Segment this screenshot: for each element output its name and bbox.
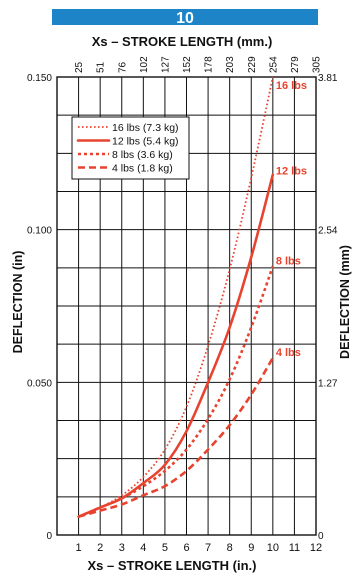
legend: 16 lbs (7.3 kg) 12 lbs (5.4 kg)8 lbs (3.6… — [71, 116, 190, 180]
x-tick-label: 8 — [227, 542, 233, 554]
x-top-tick-label: 254 — [268, 56, 279, 73]
x-top-tick-label: 279 — [290, 56, 301, 73]
legend-entry: 4 lbs (1.8 kg) — [112, 163, 173, 175]
x-tick-label: 4 — [140, 542, 146, 554]
series-lines — [77, 76, 275, 518]
x-tick-label: 1 — [76, 542, 82, 554]
x-top-tick-label: 152 — [182, 56, 193, 73]
y-axis-title: DEFLECTION (in) — [11, 251, 25, 354]
x-tick-label: 10 — [267, 542, 279, 554]
x-top-tick-label: 305 — [312, 56, 323, 73]
series-end-label: 16 lbs — [276, 80, 307, 92]
x-top-tick-label: 51 — [96, 61, 107, 73]
series-line — [78, 76, 274, 518]
chart-title: Xs – STROKE LENGTH (mm.) — [92, 34, 273, 49]
x-top-tick-label: 178 — [204, 56, 215, 73]
y-right-tick-label: 3.81 — [318, 73, 338, 84]
x-axis-title: Xs – STROKE LENGTH (in.) — [87, 558, 256, 573]
legend-entry: 8 lbs (3.6 kg) — [112, 149, 173, 161]
series-end-label: 8 lbs — [276, 255, 301, 267]
figure-badge — [52, 9, 318, 25]
x-tick-label: 5 — [162, 542, 168, 554]
y-tick-label: 0.100 — [27, 226, 52, 237]
x-top-tick-label: 127 — [160, 56, 171, 73]
x-tick-label: 3 — [119, 542, 125, 554]
plot-frame — [56, 76, 317, 536]
x-top-tick-label: 229 — [247, 56, 258, 73]
x-tick-label: 6 — [183, 542, 189, 554]
x-top-tick-label: 102 — [139, 56, 150, 73]
y-right-tick-label: 0 — [318, 531, 324, 542]
x-tick-label: 2 — [97, 542, 103, 554]
y-right-tick-label: 1.27 — [318, 378, 338, 389]
x-tick-label: 12 — [310, 542, 322, 554]
x-tick-label: 7 — [205, 542, 211, 554]
series-end-labels: 16 lbs 12 lbs 8 lbs 4 lbs — [276, 80, 307, 359]
series-line — [78, 265, 275, 518]
y-axis-right-title: DEFLECTION (mm) — [338, 245, 352, 359]
plot-grid — [56, 76, 317, 536]
series-end-label: 12 lbs — [276, 166, 307, 178]
figure-badge-number: 10 — [176, 10, 194, 27]
series-end-label: 4 lbs — [276, 347, 301, 359]
x-tick-label: 9 — [248, 542, 254, 554]
x-tick-label: 11 — [289, 542, 300, 554]
legend-entry: 16 lbs (7.3 kg) — [112, 122, 179, 134]
legend-entry: 12 lbs (5.4 kg) — [112, 136, 179, 148]
y-tick-label: 0.050 — [27, 378, 52, 389]
x-top-tick-label: 76 — [117, 61, 128, 73]
x-top-tick-label: 203 — [225, 56, 236, 73]
x-top-tick-label: 25 — [74, 61, 85, 73]
series-line — [78, 357, 274, 518]
y-tick-label: 0.150 — [27, 73, 52, 84]
y-tick-label: 0 — [46, 531, 52, 542]
y-right-tick-label: 2.54 — [318, 226, 338, 237]
